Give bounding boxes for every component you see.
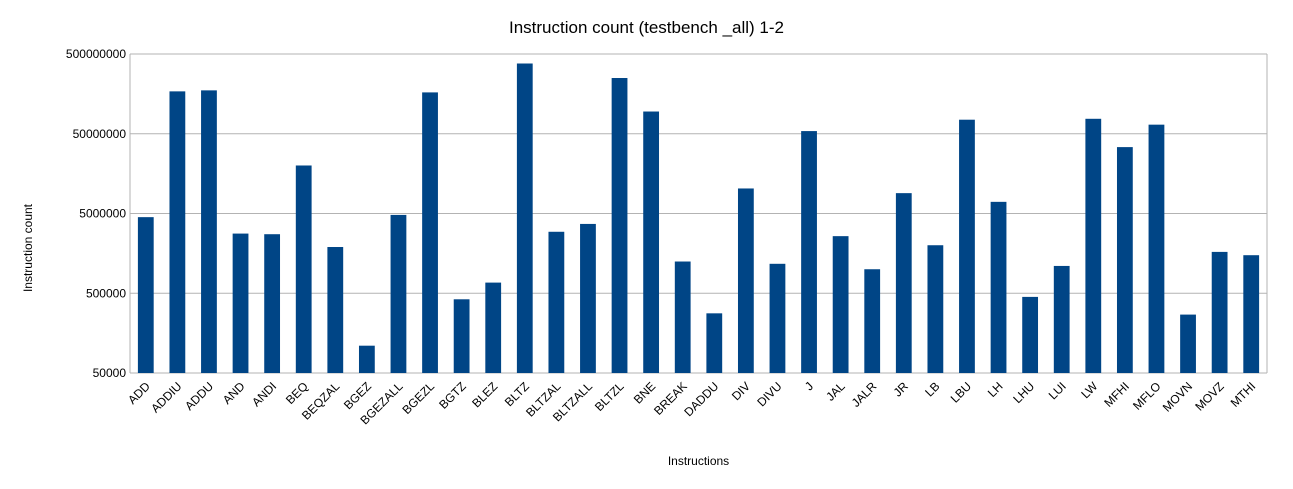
x-tick-label: DADDU — [681, 379, 721, 419]
bar-lh — [990, 201, 1007, 373]
bar-div — [737, 188, 754, 373]
y-tick-label: 500000 — [86, 286, 126, 300]
x-tick-label: ADDIU — [148, 379, 184, 415]
x-tick-label: MFHI — [1101, 379, 1132, 410]
x-tick-label: DIV — [729, 379, 753, 403]
bar-bltz — [516, 63, 533, 373]
bar-beqzal — [327, 247, 344, 373]
x-tick-label: BLEZ — [469, 379, 500, 410]
x-tick-label: MTHI — [1228, 379, 1259, 410]
x-axis-label: Instructions — [667, 454, 730, 468]
x-tick-label: BLTZL — [592, 379, 627, 414]
x-tick-label: ADDU — [182, 379, 216, 413]
bar-add — [137, 217, 154, 373]
bar-bltzall — [580, 223, 596, 373]
x-tick-label: LBU — [948, 379, 974, 405]
x-tick-label: AND — [220, 379, 248, 407]
bar-bgez — [358, 345, 375, 373]
bar-bltzl — [611, 78, 628, 373]
x-tick-label: BNE — [631, 379, 658, 406]
x-tick-label: ANDI — [249, 379, 279, 409]
bar-bne — [643, 111, 660, 373]
bar-bgtz — [453, 299, 470, 373]
bar-movn — [1180, 314, 1196, 373]
bar-jalr — [864, 269, 881, 373]
x-tick-label: MOVZ — [1192, 379, 1226, 413]
bar-beq — [295, 165, 312, 373]
bar-lui — [1053, 265, 1070, 373]
x-tick-label: BGTZ — [436, 379, 469, 412]
bar-j — [801, 131, 817, 373]
x-tick-label: JR — [891, 379, 912, 400]
x-tick-label: MFLO — [1130, 379, 1163, 412]
bar-lbu — [959, 119, 975, 373]
bar-jr — [895, 193, 912, 373]
x-tick-label: LB — [922, 379, 942, 399]
bar-and — [232, 233, 249, 373]
bar-jal — [832, 236, 849, 373]
bar-divu — [769, 263, 786, 373]
x-tick-label: J — [802, 379, 816, 393]
bar-blez — [485, 282, 502, 373]
bar-lhu — [1022, 296, 1039, 373]
bar-lb — [927, 245, 944, 373]
y-tick-label: 50000 — [93, 366, 127, 380]
bar-addiu — [169, 91, 186, 373]
bar-bltzal — [548, 231, 565, 373]
x-tick-label: DIVU — [754, 379, 784, 409]
x-tick-label: LHU — [1010, 379, 1037, 406]
bar-lw — [1085, 118, 1102, 373]
y-tick-label: 50000000 — [73, 127, 127, 141]
x-tick-label: JAL — [823, 379, 848, 404]
bar-bgezall — [390, 214, 407, 373]
bar-break — [674, 261, 691, 373]
bar-andi — [264, 234, 281, 373]
x-tick-label: MOVN — [1160, 379, 1195, 414]
gridlines — [130, 53, 1267, 374]
y-tick-label: 5000000 — [79, 207, 126, 221]
bars — [137, 63, 1260, 374]
x-tick-label: LH — [985, 379, 1006, 400]
x-tick-label: LUI — [1046, 379, 1069, 402]
x-tick-label: LW — [1078, 379, 1100, 401]
y-tick-label: 500000000 — [66, 47, 126, 61]
bar-bgezl — [422, 92, 438, 374]
bar-daddu — [706, 313, 723, 373]
chart-title: Instruction count (testbench _all) 1-2 — [509, 18, 784, 37]
bar-mthi — [1243, 255, 1260, 373]
x-tick-label: BGEZL — [399, 379, 437, 417]
y-tick-labels: 50000 500000 5000000 50000000 500000000 — [66, 47, 126, 380]
x-tick-label: BEQ — [283, 379, 311, 407]
x-tick-label: JALR — [849, 379, 880, 410]
bar-mflo — [1148, 124, 1165, 373]
bar-addu — [201, 90, 217, 374]
axes — [129, 54, 1268, 373]
bar-mfhi — [1116, 147, 1133, 373]
x-tick-label: ADD — [125, 379, 153, 407]
bar-movz — [1211, 251, 1228, 373]
